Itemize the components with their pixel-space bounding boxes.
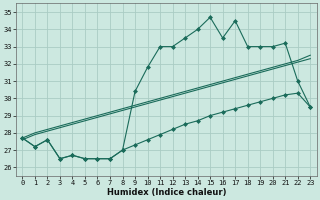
X-axis label: Humidex (Indice chaleur): Humidex (Indice chaleur) [107,188,226,197]
